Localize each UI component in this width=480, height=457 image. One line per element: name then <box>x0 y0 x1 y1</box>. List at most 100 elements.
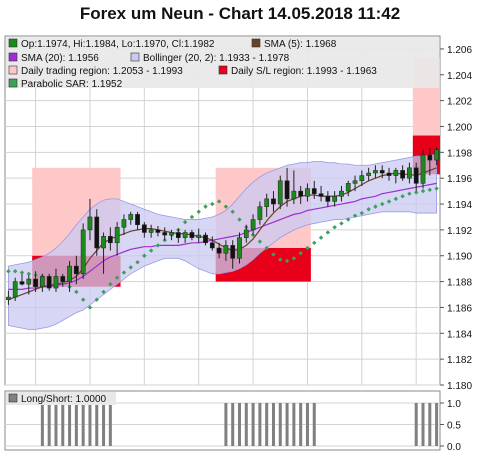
candle-body <box>87 216 93 231</box>
legend-sl-region-swatch <box>218 65 228 75</box>
legend-longshort-label: Long/Short: 1.0000 <box>21 394 107 405</box>
sar-point <box>216 199 222 204</box>
legend-sma20-label: SMA (20): 1.1956 <box>21 53 99 64</box>
longshort-bar <box>88 403 92 446</box>
sar-point <box>74 289 79 295</box>
longshort-legend-box <box>6 392 116 405</box>
candle-body <box>33 278 38 288</box>
sar-point <box>346 217 351 222</box>
longshort-bar <box>68 403 72 446</box>
candle-body <box>121 219 127 228</box>
candle-body <box>291 190 297 200</box>
longshort-bar <box>237 403 241 446</box>
sar-point <box>386 199 392 204</box>
candle-body <box>359 175 365 182</box>
candle-body <box>135 214 140 225</box>
legend-sl-region-label: Daily S/L region: 1.1993 - 1.1963 <box>231 66 377 77</box>
candle-body <box>379 170 385 174</box>
sar-point <box>155 243 161 248</box>
sar-point <box>94 297 99 302</box>
candle-body <box>46 276 52 289</box>
legend-sma5-label: SMA (5): 1.1968 <box>264 39 337 50</box>
y-tick-label: 0.5 <box>447 421 461 432</box>
sar-point <box>380 201 385 207</box>
candle-body <box>53 276 59 289</box>
sar-point <box>121 270 127 275</box>
candle-body <box>277 180 283 205</box>
sar-point <box>407 191 412 196</box>
longshort-bar <box>421 403 425 446</box>
y-tick-label: 1.200 <box>447 122 472 133</box>
sar-point <box>87 305 93 310</box>
sar-point <box>284 258 290 264</box>
sar-point <box>414 190 419 195</box>
candle-body <box>434 149 439 161</box>
sar-point <box>108 281 113 287</box>
sar-point <box>148 248 154 253</box>
y-tick-label: 0.0 <box>447 442 461 453</box>
candle-body <box>352 180 358 184</box>
legend-longshort-swatch <box>8 393 18 403</box>
candle-body <box>298 190 304 197</box>
sar-point <box>142 253 147 258</box>
y-tick-label: 1.184 <box>447 329 472 340</box>
longshort-bar <box>224 403 228 446</box>
y-tick-label: 1.0 <box>447 399 461 410</box>
candle-body <box>128 214 134 220</box>
legend-trading-region-swatch <box>8 65 18 75</box>
sar-point <box>12 269 18 274</box>
sar-point <box>80 297 86 302</box>
sar-point <box>203 204 208 209</box>
candle-body <box>311 188 317 194</box>
sar-point <box>400 194 405 199</box>
candle-body <box>230 245 236 259</box>
sar-point <box>19 270 25 275</box>
sar-point <box>312 240 317 246</box>
candle-body <box>393 170 399 176</box>
longshort-bar <box>108 403 112 446</box>
candle-body <box>169 232 174 236</box>
sar-point <box>223 204 229 209</box>
sar-point <box>278 257 283 262</box>
longshort-bar <box>47 403 51 446</box>
y-tick-label: 1.204 <box>447 71 472 82</box>
longshort-bar <box>54 403 58 446</box>
longshort-bar <box>299 403 303 446</box>
sar-point <box>298 250 303 256</box>
y-tick-label: 1.194 <box>447 200 472 211</box>
sar-point <box>257 239 263 244</box>
sma5-line <box>8 167 437 301</box>
candle-body <box>243 229 249 238</box>
sar-point <box>291 256 297 261</box>
legend-bollinger-swatch <box>130 52 140 62</box>
candle-body <box>216 247 222 254</box>
sar-point <box>332 225 337 230</box>
longshort-bar <box>271 403 275 446</box>
legend-sma20-swatch <box>8 52 18 62</box>
candle-body <box>189 232 195 238</box>
longshort-bar <box>231 403 235 446</box>
sar-point <box>230 209 235 214</box>
candle-body <box>407 167 412 179</box>
candle-body <box>155 229 161 233</box>
y-tick-label: 1.206 <box>447 45 472 56</box>
candle-body <box>40 276 45 288</box>
sar-point <box>366 207 371 212</box>
sar-point <box>325 230 331 235</box>
candle-body <box>373 170 378 174</box>
candle-body <box>332 196 338 202</box>
sar-point <box>101 289 106 295</box>
sar-point <box>427 187 433 193</box>
candle-body <box>386 172 392 176</box>
y-tick-label: 1.190 <box>447 252 472 263</box>
legend-box <box>6 37 439 88</box>
longshort-bar <box>428 403 432 446</box>
longshort-bar <box>258 403 262 446</box>
longshort-bar <box>81 403 85 446</box>
longshort-bar <box>61 403 65 446</box>
longshort-bar <box>278 403 282 446</box>
candle-body <box>284 180 290 200</box>
y-tick-label: 1.182 <box>447 355 472 366</box>
longshort-bar <box>95 403 99 446</box>
sar-point <box>26 271 31 277</box>
